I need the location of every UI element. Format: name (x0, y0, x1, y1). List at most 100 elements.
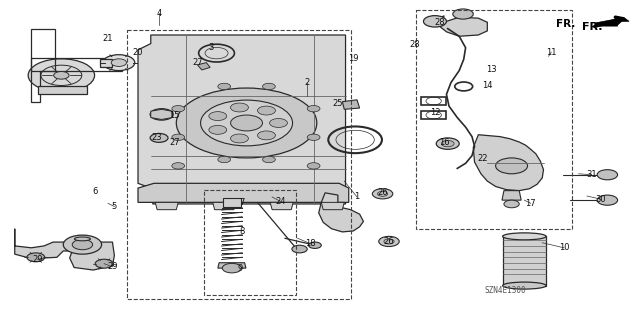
Text: 15: 15 (169, 111, 180, 120)
Polygon shape (15, 229, 115, 270)
Circle shape (378, 191, 388, 196)
Circle shape (172, 134, 184, 140)
Circle shape (442, 140, 454, 147)
Text: 29: 29 (33, 255, 43, 264)
Circle shape (453, 9, 473, 19)
Circle shape (209, 112, 227, 121)
Circle shape (95, 259, 113, 268)
Text: 30: 30 (596, 195, 606, 204)
Polygon shape (270, 202, 293, 210)
Circle shape (597, 195, 618, 205)
Circle shape (436, 138, 460, 149)
Polygon shape (138, 183, 349, 202)
Text: 17: 17 (525, 199, 536, 208)
Circle shape (27, 253, 45, 262)
Bar (223, 198, 241, 207)
Polygon shape (156, 202, 178, 210)
Text: 27: 27 (192, 58, 203, 67)
Circle shape (172, 163, 184, 169)
Circle shape (308, 242, 321, 249)
Text: 25: 25 (333, 100, 343, 108)
Circle shape (222, 263, 241, 273)
Text: 28: 28 (435, 18, 445, 27)
Polygon shape (595, 18, 629, 26)
Circle shape (379, 236, 399, 247)
Text: 10: 10 (559, 243, 569, 252)
Ellipse shape (502, 282, 546, 289)
Bar (416, 10, 572, 229)
Circle shape (424, 16, 447, 27)
Polygon shape (38, 86, 87, 94)
Circle shape (218, 83, 230, 90)
Polygon shape (212, 202, 236, 210)
Text: FR.: FR. (582, 22, 602, 32)
Text: 9: 9 (237, 263, 243, 273)
Circle shape (307, 163, 320, 169)
Text: 28: 28 (409, 40, 420, 49)
Ellipse shape (74, 237, 90, 241)
Text: 21: 21 (103, 34, 113, 43)
Text: 26: 26 (377, 188, 388, 197)
Polygon shape (218, 263, 246, 268)
Polygon shape (197, 63, 210, 70)
Circle shape (504, 200, 519, 208)
Circle shape (103, 55, 135, 70)
Text: 20: 20 (132, 48, 143, 57)
Circle shape (262, 156, 275, 163)
Circle shape (150, 109, 173, 120)
Circle shape (372, 189, 393, 199)
Text: 4: 4 (156, 9, 162, 18)
Text: 27: 27 (169, 138, 180, 147)
Bar (127, 30, 351, 299)
Text: 24: 24 (275, 197, 285, 206)
Circle shape (111, 59, 127, 66)
Circle shape (230, 134, 248, 143)
Text: 14: 14 (482, 81, 493, 90)
Polygon shape (319, 193, 364, 232)
Circle shape (172, 106, 184, 112)
Circle shape (28, 59, 95, 92)
Circle shape (269, 119, 287, 127)
Polygon shape (321, 202, 344, 210)
Polygon shape (342, 100, 360, 109)
Circle shape (63, 235, 102, 254)
Text: 22: 22 (477, 154, 488, 163)
Text: 1: 1 (355, 192, 360, 202)
Circle shape (230, 103, 248, 112)
Circle shape (262, 83, 275, 90)
Polygon shape (473, 135, 543, 191)
Circle shape (384, 239, 394, 244)
Text: 7: 7 (239, 198, 244, 207)
Text: 31: 31 (586, 170, 596, 179)
Text: 29: 29 (108, 262, 118, 271)
Circle shape (209, 125, 227, 134)
Text: 3: 3 (209, 43, 214, 52)
Text: 8: 8 (239, 227, 244, 236)
Text: FR.: FR. (556, 19, 575, 29)
Text: 11: 11 (546, 48, 556, 57)
Circle shape (54, 71, 69, 79)
Circle shape (72, 240, 93, 250)
Text: 6: 6 (93, 187, 98, 196)
Circle shape (176, 88, 317, 158)
Text: 5: 5 (112, 202, 117, 211)
Polygon shape (100, 59, 113, 67)
Polygon shape (151, 109, 172, 120)
Circle shape (218, 156, 230, 163)
Text: 2: 2 (305, 78, 310, 87)
Text: 26: 26 (383, 237, 394, 246)
Circle shape (307, 134, 320, 140)
Circle shape (292, 245, 307, 253)
Text: SZN4E1300: SZN4E1300 (484, 286, 526, 295)
Text: 13: 13 (486, 65, 497, 74)
Polygon shape (440, 17, 487, 36)
Bar (502, 236, 546, 286)
Circle shape (200, 100, 292, 146)
Circle shape (257, 106, 275, 115)
Text: 18: 18 (305, 239, 316, 248)
Polygon shape (138, 35, 346, 204)
Text: 16: 16 (439, 138, 450, 147)
Circle shape (230, 115, 262, 131)
Circle shape (257, 131, 275, 140)
Circle shape (307, 106, 320, 112)
